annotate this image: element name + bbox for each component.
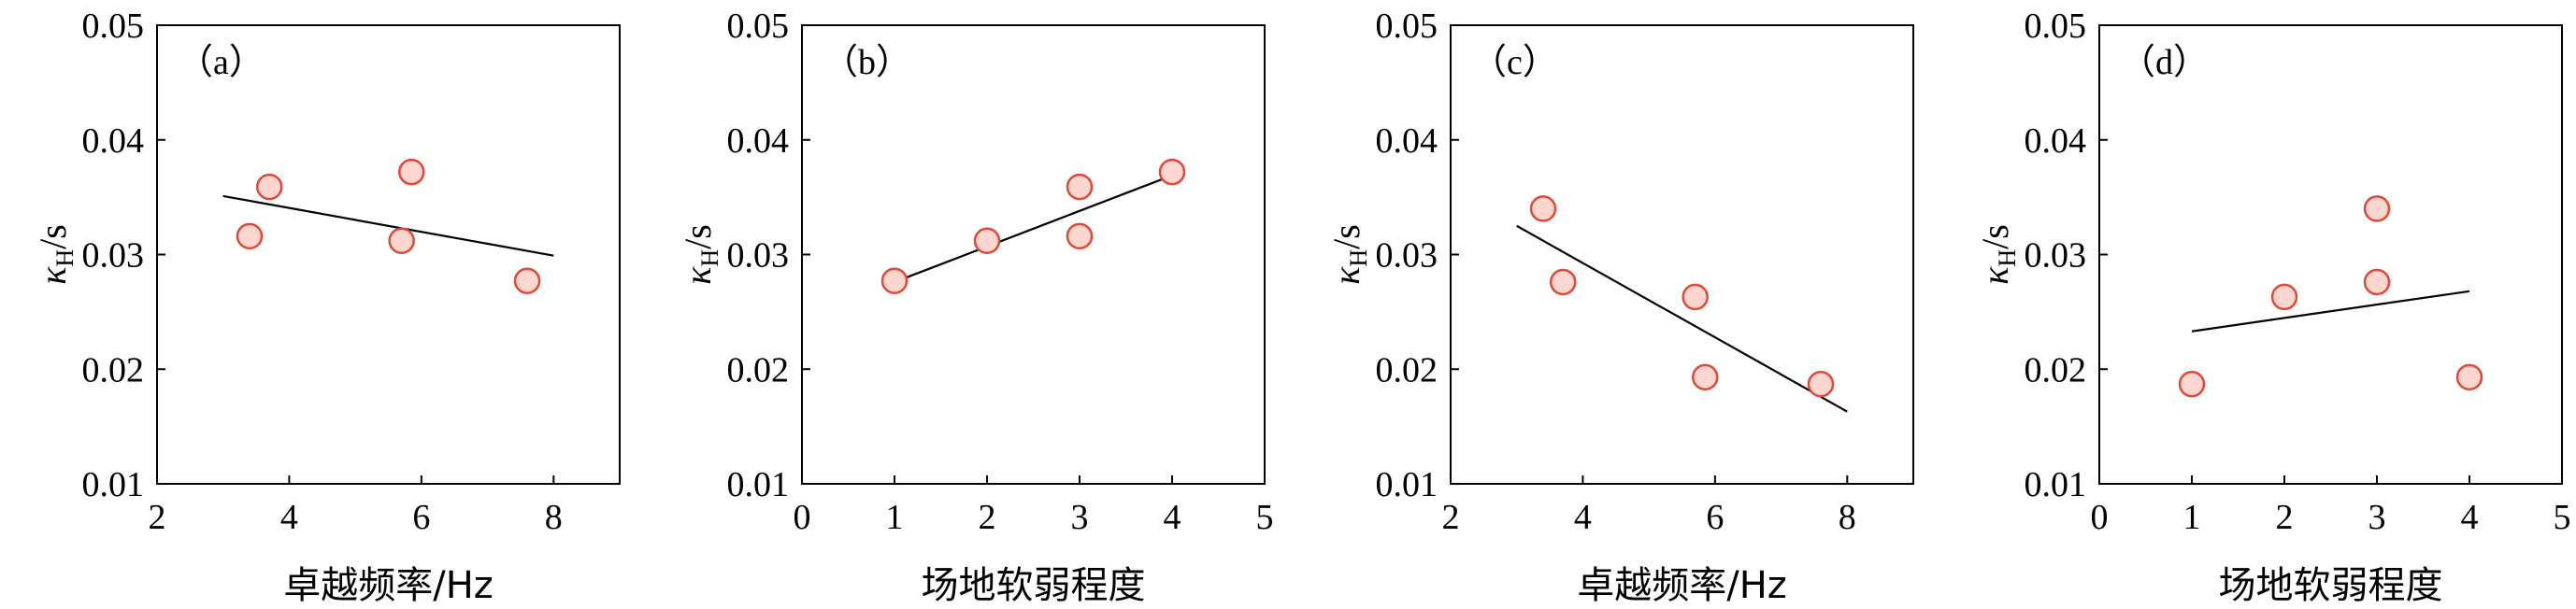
plot-frame	[1450, 24, 1914, 485]
data-point	[2178, 370, 2206, 398]
x-tick-label: 6	[412, 498, 430, 537]
y-axis-symbol: κ	[1325, 266, 1367, 285]
plot-frame	[801, 24, 1266, 485]
fit-line	[222, 194, 554, 257]
panel-label: （d）	[2120, 43, 2209, 82]
y-tick-label: 0.04	[2025, 121, 2087, 161]
x-tick-label: 8	[1839, 498, 1856, 537]
data-point	[973, 227, 1001, 255]
x-tick-label: 2	[149, 498, 166, 537]
x-tick-label: 2	[979, 498, 996, 537]
x-tick-label: 4	[1164, 498, 1181, 537]
y-tick-label: 0.04	[1376, 121, 1438, 161]
y-axis-symbol: κ	[32, 266, 74, 285]
fit-line	[2191, 290, 2470, 333]
y-axis-symbol: κ	[1974, 266, 2016, 285]
y-axis-subscript: H	[1994, 249, 2021, 267]
y-tick-label: 0.03	[82, 236, 145, 276]
y-tick-label: 0.01	[1376, 465, 1438, 504]
y-tick-label: 0.04	[82, 121, 145, 161]
chart-panel-d: 0.01 0.02 0.03 0.04 0.05 0 1 2 3 4 5 场地软弱程度 κH/s （d）	[1974, 7, 2571, 607]
y-tick-label: 0.01	[82, 465, 145, 504]
y-axis-label: κH/s	[1325, 224, 1372, 285]
data-point	[398, 158, 425, 186]
panel-label: （c）	[1471, 43, 1558, 82]
y-axis-subscript: H	[696, 249, 723, 267]
panel-label: （a）	[178, 43, 265, 82]
x-tick-label: 1	[2183, 498, 2201, 537]
y-axis-label: κH/s	[677, 224, 723, 285]
y-axis-label: κH/s	[32, 224, 79, 285]
x-tick-label: 6	[1706, 498, 1724, 537]
panel-label: （b）	[823, 43, 911, 82]
fit-line	[894, 174, 1173, 283]
data-point	[1158, 158, 1186, 186]
data-point	[2363, 195, 2391, 222]
y-tick-label: 0.05	[727, 7, 790, 46]
x-tick-label: 0	[2091, 498, 2109, 537]
x-tick-label: 0	[794, 498, 811, 537]
data-point	[513, 267, 541, 294]
x-tick-label: 4	[280, 498, 298, 537]
chart-panel-c: 0.01 0.02 0.03 0.04 0.05 2 4 6 8 卓越频率/Hz κH/s （c）	[1325, 7, 1914, 607]
y-tick-label: 0.03	[2025, 236, 2087, 276]
data-point	[1549, 268, 1577, 296]
y-axis-unit: /s	[1325, 224, 1367, 249]
data-point	[1682, 283, 1709, 311]
y-tick-label: 0.01	[727, 465, 790, 504]
y-axis-unit: /s	[1974, 224, 2016, 249]
y-tick-label: 0.03	[1376, 236, 1438, 276]
x-tick-label: 4	[1574, 498, 1592, 537]
x-tick-label: 2	[2276, 498, 2294, 537]
data-point	[880, 267, 909, 294]
data-point	[388, 227, 415, 255]
data-point	[1807, 370, 1835, 398]
chart-panel-b: 0.01 0.02 0.03 0.04 0.05 0 1 2 3 4 5 场地软弱程度 κH/s （b）	[677, 7, 1274, 607]
x-tick-label: 5	[1256, 498, 1274, 537]
y-axis-unit: /s	[32, 224, 74, 249]
data-point	[1066, 222, 1094, 250]
x-tick-label: 3	[1071, 498, 1089, 537]
fit-line	[1516, 224, 1848, 413]
x-tick-label: 3	[2368, 498, 2386, 537]
y-axis-label: κH/s	[1974, 224, 2021, 285]
x-tick-label: 2	[1442, 498, 1460, 537]
x-axis-label: 卓越频率/Hz	[1577, 564, 1787, 607]
x-tick-label: 8	[545, 498, 563, 537]
plot-frame	[2098, 24, 2563, 485]
data-point	[1529, 195, 1557, 222]
y-tick-label: 0.01	[2025, 465, 2087, 504]
y-axis-subscript: H	[51, 249, 79, 267]
y-axis-unit: /s	[677, 224, 719, 249]
y-tick-label: 0.02	[727, 350, 790, 389]
data-point	[236, 222, 264, 250]
chart-panel-a: 0.01 0.02 0.03 0.04 0.05 2 4 6 8 卓越频率/Hz κH/s （a）	[32, 7, 621, 607]
y-tick-label: 0.05	[1376, 7, 1438, 46]
x-axis-label: 卓越频率/Hz	[283, 564, 494, 607]
y-tick-label: 0.02	[2025, 350, 2087, 389]
y-tick-label: 0.05	[82, 7, 145, 46]
data-point	[1066, 173, 1094, 201]
y-tick-label: 0.03	[727, 236, 790, 276]
data-point	[2455, 363, 2483, 391]
y-tick-label: 0.04	[727, 121, 790, 161]
data-point	[2270, 283, 2298, 311]
data-point	[2363, 268, 2391, 296]
data-point	[255, 173, 283, 201]
y-tick-label: 0.05	[2025, 7, 2087, 46]
y-axis-symbol: κ	[677, 266, 719, 285]
x-tick-label: 5	[2554, 498, 2571, 537]
x-tick-label: 4	[2461, 498, 2479, 537]
x-axis-label: 场地软弱程度	[2219, 564, 2443, 607]
y-tick-label: 0.02	[1376, 350, 1438, 389]
x-axis-label: 场地软弱程度	[922, 564, 1146, 607]
x-tick-label: 1	[886, 498, 904, 537]
y-axis-subscript: H	[1345, 249, 1372, 267]
y-tick-label: 0.02	[82, 350, 145, 389]
data-point	[1692, 363, 1719, 391]
